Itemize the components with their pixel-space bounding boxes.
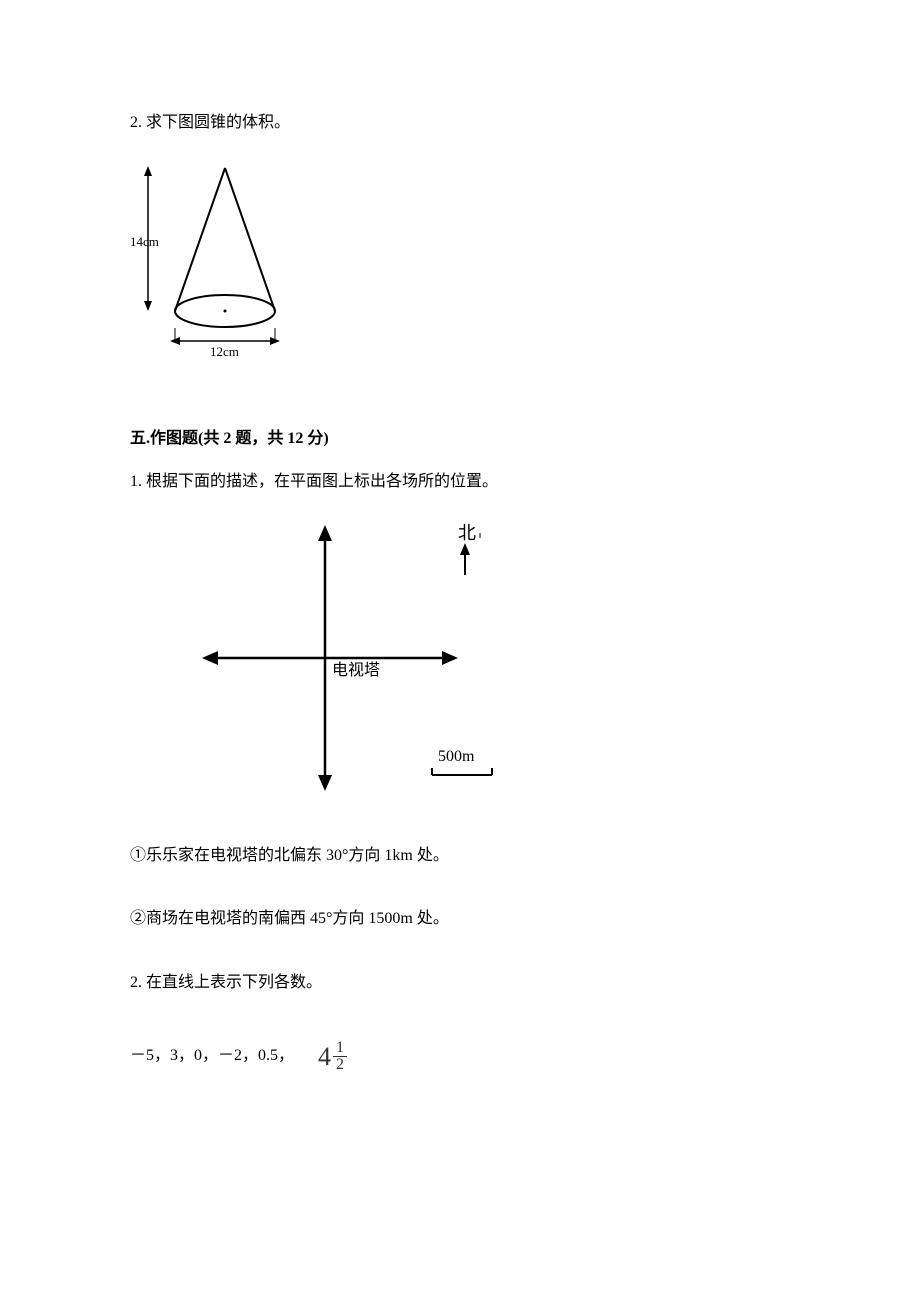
s5q1-label: 1.: [130, 473, 142, 490]
cone-height-label: 14cm: [130, 234, 159, 249]
cone-diameter-label: 12cm: [210, 344, 239, 359]
section5-heading: 五.作图题(共 2 题，共 12 分): [130, 426, 790, 452]
mixed-fraction-num: 1: [333, 1040, 347, 1056]
s5q2-text: 在直线上表示下列各数。: [146, 974, 322, 991]
q2-line: 2. 求下图圆锥的体积。: [130, 110, 790, 136]
compass-figure: 电视塔 北 500m: [190, 513, 790, 813]
cone-svg: 14cm 12cm: [130, 156, 300, 366]
s5q2-label: 2.: [130, 974, 142, 991]
q2-label: 2.: [130, 114, 142, 131]
mixed-fraction: 412: [318, 1034, 347, 1078]
s5q2-numbers: －5，3，0，－2，0.5，: [130, 1043, 294, 1069]
cone-figure: 14cm 12cm: [130, 156, 790, 366]
mixed-fraction-whole: 4: [318, 1036, 331, 1078]
compass-center-label: 电视塔: [332, 661, 380, 679]
q2-text: 求下图圆锥的体积。: [146, 114, 290, 131]
mixed-fraction-den: 2: [333, 1056, 347, 1073]
s5q1-item1: ①乐乐家在电视塔的北偏东 30°方向 1km 处。: [130, 843, 790, 869]
s5q2-numbers-line: －5，3，0，－2，0.5， 412: [130, 1034, 790, 1078]
compass-north-label: 北: [458, 523, 476, 543]
compass-scale-label: 500m: [438, 748, 475, 765]
page: 2. 求下图圆锥的体积。 14cm 12cm 五.作图题(共 2 题，: [0, 0, 920, 1302]
s5q2-line: 2. 在直线上表示下列各数。: [130, 970, 790, 996]
s5q1-item2: ②商场在电视塔的南偏西 45°方向 1500m 处。: [130, 906, 790, 932]
s5q1-text: 根据下面的描述，在平面图上标出各场所的位置。: [146, 473, 498, 490]
compass-svg: 电视塔 北 500m: [190, 513, 550, 813]
s5q1-line: 1. 根据下面的描述，在平面图上标出各场所的位置。: [130, 469, 790, 495]
